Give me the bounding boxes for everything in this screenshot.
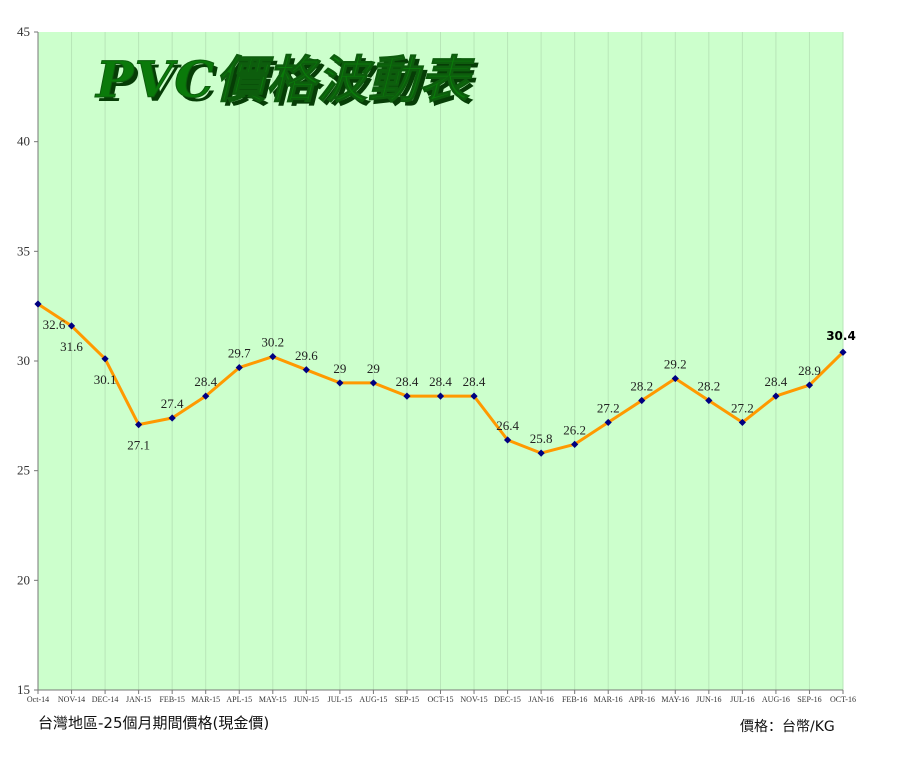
x-tick-label: AUG-16 [762, 695, 790, 704]
data-point-marker [604, 418, 612, 427]
x-tick-label: DEC-15 [494, 695, 521, 704]
data-point-marker [839, 348, 847, 356]
x-tick-label: APL-15 [226, 695, 252, 704]
data-label: 26.4 [496, 418, 519, 433]
data-point-marker [571, 440, 579, 448]
x-tick-label: SEP-16 [797, 695, 821, 704]
data-label: 28.4 [463, 374, 486, 389]
x-tick-label: MAR-16 [594, 695, 623, 704]
data-point-marker [67, 322, 76, 330]
footer-unit-note: 價格：台幣/KG [740, 719, 835, 735]
x-tick-label: FEB-16 [562, 695, 587, 704]
footer-region-note: 台灣地區-25個月期間價格(現金價) [38, 714, 270, 732]
data-point-marker [738, 418, 746, 427]
data-label: 29.2 [664, 357, 687, 372]
data-point-marker [235, 363, 243, 372]
x-tick-label: FEB-15 [159, 695, 184, 704]
x-tick-label: JUN-16 [696, 695, 721, 704]
x-tick-label: JUN-15 [294, 695, 319, 704]
x-tick-label: DEC-14 [92, 695, 119, 704]
data-point-marker [302, 366, 310, 374]
data-label: 28.4 [396, 374, 419, 389]
x-tick-label: AUG-15 [359, 695, 387, 704]
data-label: 30.4 [826, 329, 856, 343]
y-tick-label: 35 [17, 243, 30, 258]
data-label: 27.1 [127, 438, 150, 453]
data-label: 28.4 [429, 374, 452, 389]
data-point-marker [101, 355, 109, 363]
y-tick-label: 20 [17, 572, 30, 587]
x-tick-label: Oct-14 [27, 695, 49, 704]
x-tick-label: OCT-16 [830, 695, 856, 704]
x-tick-label: MAR-15 [191, 695, 220, 704]
data-point-marker [168, 414, 176, 422]
x-tick-label: JUL-16 [730, 695, 754, 704]
x-tick-label: APR-16 [629, 695, 655, 704]
data-label: 28.2 [697, 378, 720, 393]
data-label: 27.4 [161, 396, 184, 411]
data-label: 29 [333, 361, 346, 376]
chart-title-text: PVC價格波動表 [94, 50, 475, 109]
data-markers [34, 300, 847, 457]
data-point-marker [503, 436, 512, 444]
data-label: 28.2 [630, 378, 653, 393]
chart-title: PVC價格波動表 PVC價格波動表 [94, 50, 479, 114]
data-label: 30.2 [261, 335, 284, 350]
data-label: 28.4 [765, 374, 788, 389]
data-point-marker [135, 421, 143, 429]
data-point-marker [269, 353, 277, 361]
x-tick-label: NOV-15 [460, 695, 487, 704]
y-tick-label: 25 [17, 463, 30, 478]
data-point-marker [470, 392, 478, 400]
data-label: 30.1 [94, 372, 117, 387]
x-tick-label: MAY-15 [259, 695, 287, 704]
y-tick-label: 45 [17, 24, 30, 39]
data-label: 27.2 [731, 400, 754, 415]
chart-title-shadow: PVC價格波動表 [98, 54, 479, 113]
data-label: 26.2 [563, 422, 586, 437]
x-tick-label: NOV-14 [58, 695, 85, 704]
data-label: 25.8 [530, 431, 553, 446]
data-labels: 32.6 31.6 30.1 27.1 27.4 28.4 29.7 30.2 29.6 29 29… [43, 317, 856, 453]
data-point-marker [537, 449, 545, 457]
data-point-marker [403, 392, 411, 400]
x-tick-label: JAN-16 [528, 695, 553, 704]
x-tick-label: JAN-15 [126, 695, 151, 704]
data-point-marker [436, 392, 445, 400]
data-point-marker [671, 374, 679, 383]
data-label: 29.6 [295, 348, 318, 363]
y-tick-label: 40 [17, 134, 30, 149]
data-point-marker [369, 379, 378, 387]
y-tick-label: 30 [17, 353, 30, 368]
data-label: 29.7 [228, 346, 251, 361]
x-tick-label: OCT-15 [428, 695, 454, 704]
data-point-marker [638, 396, 646, 405]
data-point-marker [336, 379, 344, 387]
data-label: 31.6 [60, 339, 83, 354]
data-point-marker [705, 396, 713, 405]
data-point-marker [805, 381, 814, 389]
data-label: 28.9 [798, 363, 821, 378]
x-axis-ticks: Oct-14 NOV-14 DEC-14 JAN-15 FEB-15 MAR-15 APL-… [27, 690, 856, 704]
x-tick-label: MAY-16 [661, 695, 689, 704]
data-label: 27.2 [597, 400, 620, 415]
data-label: 32.6 [43, 317, 66, 332]
data-point-marker [202, 392, 210, 400]
data-point-marker [34, 300, 42, 308]
data-point-marker [772, 392, 780, 400]
y-axis-ticks: 15 20 25 30 35 40 45 [17, 24, 38, 697]
x-tick-label: SEP-15 [395, 695, 419, 704]
x-tick-label: JUL-15 [328, 695, 352, 704]
data-label: 29 [367, 361, 380, 376]
gridlines [71, 32, 844, 690]
data-label: 28.4 [194, 374, 217, 389]
y-tick-label: 15 [17, 682, 30, 697]
